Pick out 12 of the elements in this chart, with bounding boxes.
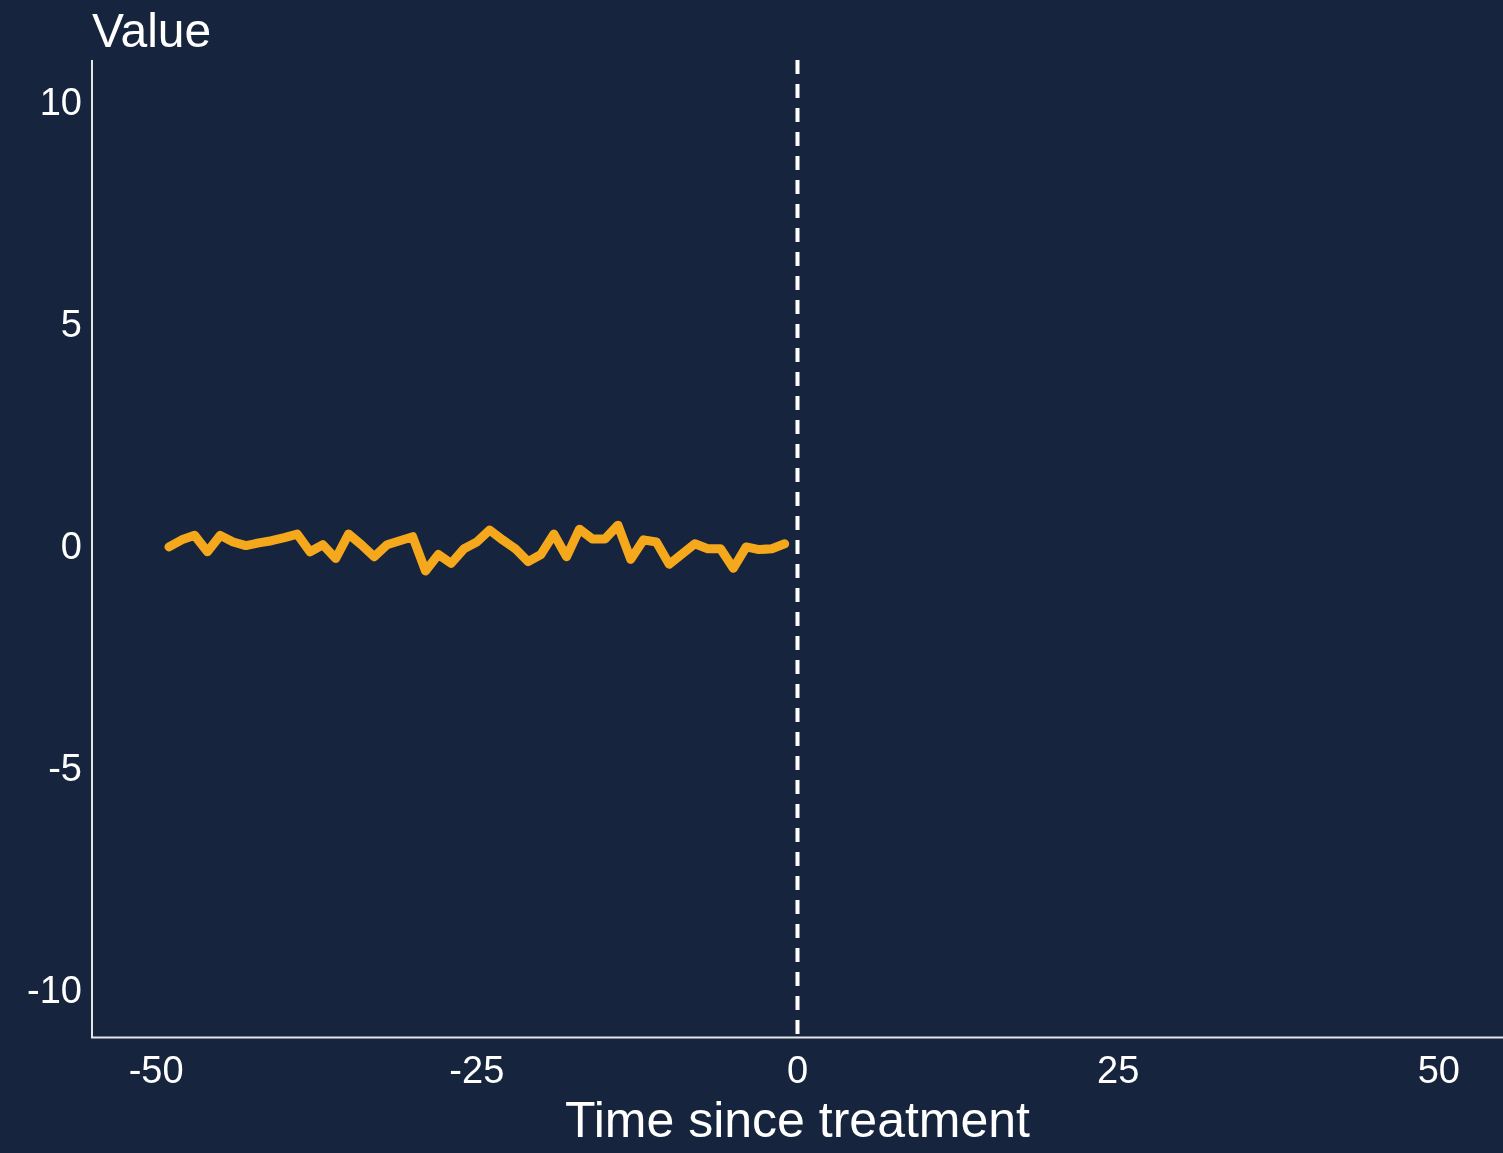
- x-tick-label: 0: [786, 1048, 809, 1091]
- y-axis-title: Value: [92, 4, 212, 58]
- y-tick-label: -5: [48, 747, 82, 790]
- y-tick-label: 10: [39, 80, 82, 123]
- y-tick-label: 5: [60, 303, 82, 346]
- y-tick-label: 0: [60, 525, 82, 568]
- x-tick-label: 25: [1097, 1048, 1140, 1091]
- x-tick-label: 50: [1417, 1048, 1460, 1091]
- x-tick-label: -25: [449, 1048, 505, 1091]
- x-axis-title: Time since treatment: [565, 1091, 1031, 1148]
- y-tick-label: -10: [27, 969, 82, 1012]
- x-tick-label: -50: [128, 1048, 184, 1091]
